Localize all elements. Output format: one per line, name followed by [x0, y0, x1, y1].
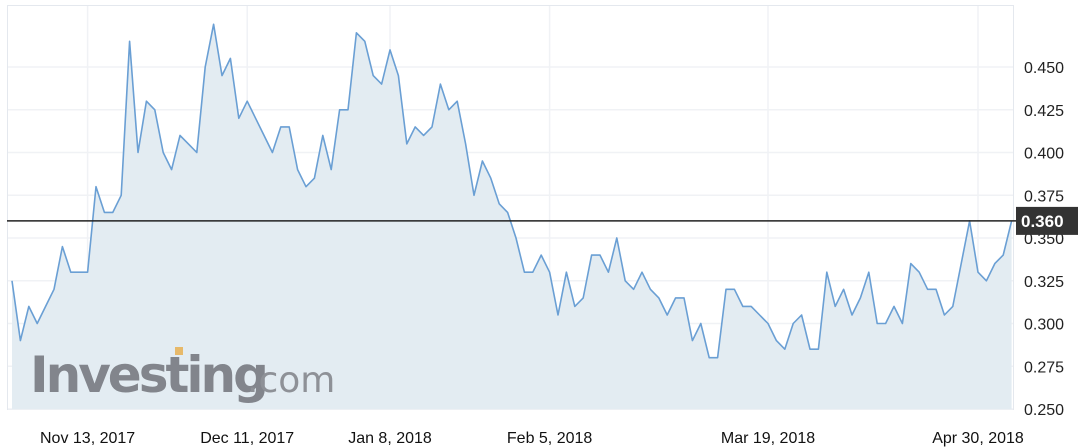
- watermark-logo: Investing .com: [30, 346, 335, 404]
- area-fill: [12, 24, 1012, 410]
- y-tick-label: 0.250: [1024, 402, 1064, 419]
- logo-accent-icon: [175, 347, 183, 355]
- y-tick-label: 0.325: [1024, 274, 1064, 291]
- y-tick-label: 0.350: [1024, 231, 1064, 248]
- watermark-suffix: .com: [247, 360, 335, 401]
- current-price-box: [1016, 206, 1078, 235]
- current-price-marker: 0.360: [7, 206, 1078, 235]
- x-tick-label: Dec 11, 2017: [200, 430, 294, 447]
- x-tick-label: Apr 30, 2018: [932, 430, 1024, 447]
- price-line: [11, 23, 1013, 359]
- watermark-brand: Investing: [30, 346, 266, 404]
- x-tick-label: Nov 13, 2017: [40, 430, 135, 447]
- y-tick-label: 0.275: [1024, 359, 1064, 376]
- current-price-label: 0.360: [1021, 212, 1064, 231]
- x-tick-label: Jan 8, 2018: [348, 430, 432, 447]
- x-axis: Nov 13, 2017 Dec 11, 2017 Jan 8, 2018 Feb 5…: [40, 430, 1024, 447]
- y-tick-label: 0.300: [1024, 317, 1064, 334]
- y-tick-label: 0.375: [1024, 188, 1064, 205]
- y-tick-label: 0.450: [1024, 60, 1064, 77]
- y-tick-label: 0.425: [1024, 103, 1064, 120]
- y-tick-label: 0.400: [1024, 146, 1064, 163]
- x-tick-label: Feb 5, 2018: [507, 430, 593, 447]
- x-tick-label: Mar 19, 2018: [721, 430, 815, 447]
- series: [11, 23, 1013, 410]
- y-axis: 0.450 0.425 0.400 0.375 0.350 0.325 0.300 0.275…: [1024, 60, 1064, 419]
